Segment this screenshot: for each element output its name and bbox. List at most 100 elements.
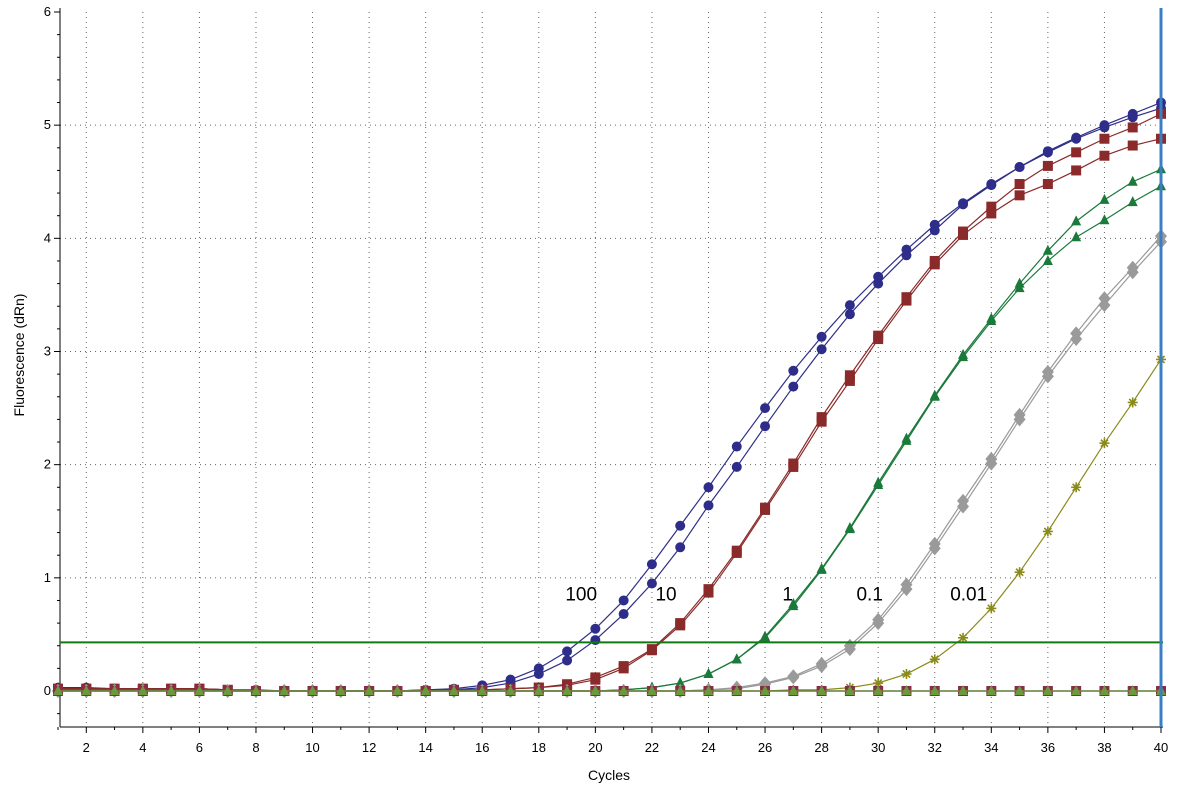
x-tick-label: 34 (984, 740, 998, 755)
asterisk-marker (1014, 567, 1025, 578)
triangle-marker (250, 685, 261, 695)
series-3 (53, 108, 1166, 696)
x-tick-label: 8 (252, 740, 259, 755)
asterisk-stroke (987, 604, 996, 613)
series-line (58, 359, 1162, 692)
triangle-marker (1127, 685, 1138, 695)
series-8 (52, 234, 1167, 698)
series-1 (53, 97, 1166, 696)
circle-marker (1127, 112, 1138, 123)
circle-marker (675, 520, 686, 531)
square-marker (1042, 179, 1053, 190)
circle-marker (844, 309, 855, 320)
dilution-label: 10 (655, 584, 676, 605)
diamond-marker (900, 582, 913, 597)
triangle-marker (958, 351, 969, 362)
square-marker (1042, 160, 1053, 171)
triangle-marker (505, 685, 516, 695)
triangle-marker (1099, 685, 1110, 695)
x-tick-label: 16 (475, 740, 489, 755)
asterisk-marker (1127, 397, 1138, 408)
triangle-marker (307, 685, 318, 695)
triangle-marker (901, 434, 912, 445)
square-marker (986, 208, 997, 219)
triangle-marker (1099, 214, 1110, 225)
circle-marker (986, 180, 997, 191)
asterisk-stroke (1072, 483, 1081, 492)
diamond-marker (1098, 298, 1111, 313)
circle-marker (760, 421, 771, 432)
square-marker (1099, 133, 1110, 144)
triangle-marker (618, 685, 629, 695)
asterisk-marker (929, 654, 940, 665)
diamond-marker (815, 659, 828, 674)
triangle-marker (873, 685, 884, 695)
square-marker (675, 620, 686, 631)
dilution-label: 100 (565, 584, 597, 605)
triangle-marker (873, 479, 884, 490)
dilution-label: 0.01 (950, 584, 987, 605)
circle-marker (760, 403, 771, 414)
square-marker (1127, 122, 1138, 133)
x-tick-label: 20 (588, 740, 602, 755)
triangle-marker (1127, 175, 1138, 186)
diamond-marker (1041, 369, 1054, 384)
x-tick-label: 12 (362, 740, 376, 755)
circle-marker (533, 669, 544, 680)
circle-marker (958, 199, 969, 210)
x-tick-label: 40 (1154, 740, 1168, 755)
diamond-marker (1070, 332, 1083, 347)
square-marker (901, 295, 912, 306)
triangle-marker (1042, 685, 1053, 695)
triangle-marker (901, 685, 912, 695)
circle-marker (646, 559, 657, 570)
diamond-marker (872, 616, 885, 631)
circle-marker (816, 344, 827, 355)
square-marker (646, 645, 657, 656)
diamond-marker (1013, 412, 1026, 427)
diamond-marker (928, 541, 941, 556)
triangle-marker (986, 314, 997, 325)
asterisk-marker (958, 632, 969, 643)
triangle-marker (81, 685, 92, 695)
circle-marker (901, 250, 912, 261)
overlays (60, 8, 1163, 727)
circle-marker (844, 300, 855, 311)
asterisk-stroke (1043, 527, 1052, 536)
x-tick-label: 10 (305, 740, 319, 755)
x-tick-label: 22 (645, 740, 659, 755)
circle-marker (788, 381, 799, 392)
triangle-marker (788, 600, 799, 611)
triangle-marker (194, 685, 205, 695)
square-marker (760, 504, 771, 515)
triangle-marker (1127, 196, 1138, 207)
asterisk-marker (1042, 526, 1053, 537)
x-tick-label: 14 (418, 740, 432, 755)
triangle-marker (137, 685, 148, 695)
triangle-marker (646, 685, 657, 695)
triangle-marker (279, 685, 290, 695)
circle-marker (1042, 147, 1053, 158)
triangle-marker (222, 685, 233, 695)
asterisk-stroke (874, 678, 883, 688)
y-tick-label: 2 (44, 457, 51, 472)
triangle-marker (364, 685, 375, 695)
triangle-marker (958, 685, 969, 695)
triangle-marker (448, 685, 459, 695)
square-marker (958, 229, 969, 240)
triangle-marker (731, 685, 742, 695)
triangle-marker (788, 685, 799, 695)
circle-marker (562, 655, 573, 666)
annotations: 100 10 1 0.1 0.01 (565, 584, 987, 605)
circle-marker (703, 482, 714, 493)
circle-marker (929, 225, 940, 236)
x-tick-label: 36 (1041, 740, 1055, 755)
y-tick-label: 0 (44, 683, 51, 698)
triangle-marker (109, 685, 120, 695)
circle-marker (703, 500, 714, 511)
square-marker (816, 416, 827, 427)
circle-marker (562, 646, 573, 657)
x-tick-label: 30 (871, 740, 885, 755)
square-marker (788, 461, 799, 472)
series-6 (53, 180, 1166, 695)
